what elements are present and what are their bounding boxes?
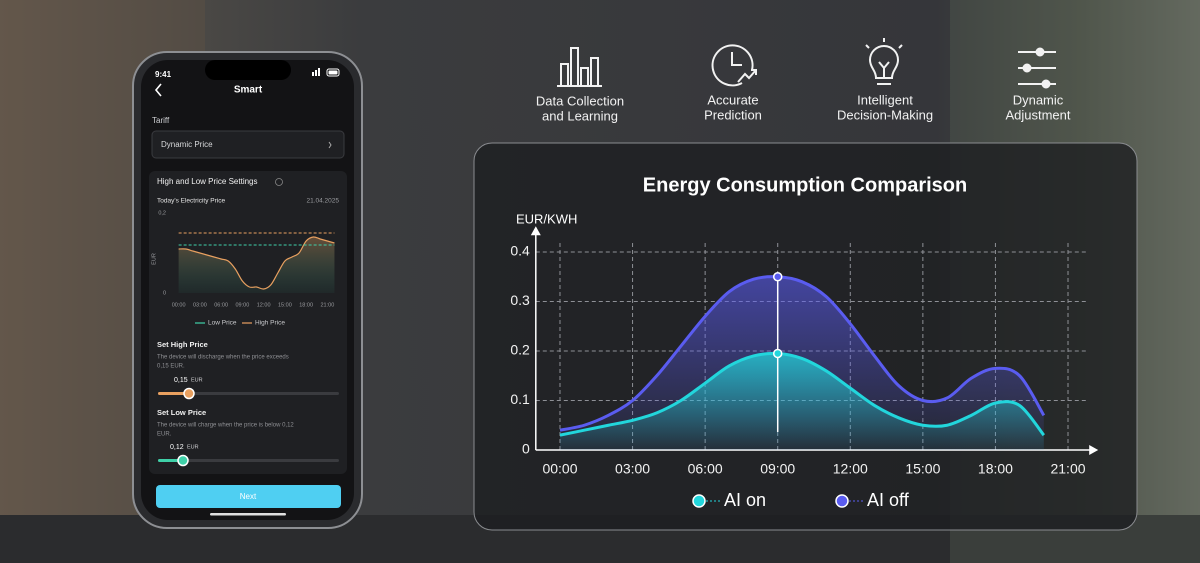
y-tick-label: 0.4: [510, 243, 530, 259]
low-value: 0,12: [170, 444, 184, 451]
screen-title: Smart: [234, 85, 263, 96]
x-tick-label: 00:00: [172, 302, 186, 308]
y-tick-label: 0: [163, 290, 166, 296]
status-time: 9:41: [155, 70, 172, 79]
high-unit: EUR: [191, 377, 203, 383]
series-line: [559, 351, 1046, 437]
x-tick-label: 09:00: [760, 461, 795, 477]
low-title: Set Low Price: [157, 408, 206, 417]
series-line: [559, 275, 1046, 432]
legend-label: AI on: [724, 490, 766, 510]
legend-label: Low Price: [208, 320, 237, 327]
settings-title: High and Low Price Settings: [157, 177, 258, 186]
y-tick-label: 0.3: [510, 292, 530, 308]
tariff-select[interactable]: [151, 130, 345, 159]
low-desc: The device will charge when the price is…: [157, 423, 294, 429]
legend-label: High Price: [255, 320, 285, 327]
next-button-label: Next: [240, 492, 257, 501]
next-button[interactable]: [156, 485, 341, 508]
price-chart-title: Today's Electricity Price: [157, 198, 225, 205]
x-tick-label: 18:00: [299, 302, 313, 308]
high-desc: 0,15 EUR.: [157, 364, 185, 370]
icon-bars: [557, 47, 602, 87]
highlight-point: [772, 348, 783, 359]
highlight-point: [772, 272, 783, 282]
y-tick-label: 0.1: [510, 391, 530, 407]
main-chart: 0 0.1 0.2 0.3 0.4 00:00 03:00 06:00 09:00 12:00 15…: [510, 226, 1099, 510]
price-line: [178, 236, 335, 290]
tariff-value: Dynamic Price: [161, 140, 213, 149]
home-indicator: [210, 513, 286, 516]
x-tick-label: 18:00: [978, 461, 1013, 477]
legend-swatch: [835, 494, 849, 508]
feature-label: Adjustment: [1005, 107, 1070, 122]
price-y-label: EUR: [151, 253, 157, 265]
x-tick-label: 09:00: [235, 302, 249, 308]
price-area: [178, 236, 335, 293]
y-tick-label: 0,2: [158, 210, 166, 216]
help-icon[interactable]: [275, 178, 283, 186]
feature-label: Intelligent: [857, 92, 913, 107]
feature-label: and Learning: [542, 108, 618, 123]
low-slider-track: [158, 459, 339, 462]
high-title: Set High Price: [157, 340, 208, 349]
y-tick-label: 0: [522, 441, 530, 457]
icon-sliders: [1018, 47, 1056, 89]
low-slider-thumb[interactable]: [177, 454, 189, 467]
low-unit: EUR: [187, 444, 199, 450]
back-button[interactable]: [154, 83, 162, 97]
phone-notch: [205, 60, 291, 80]
date: 21.04.2025: [306, 198, 339, 205]
icon-clock: [711, 44, 757, 87]
x-tick-label: 06:00: [214, 302, 228, 308]
x-tick-label: 21:00: [320, 302, 334, 308]
x-tick-label: 03:00: [615, 461, 650, 477]
x-tick-label: 00:00: [542, 461, 577, 477]
high-value: 0,15: [174, 377, 188, 384]
x-tick-label: 06:00: [688, 461, 723, 477]
chevron: [328, 141, 332, 149]
high-desc: The device will discharge when the price…: [157, 355, 289, 361]
feature-label: Decision-Making: [837, 107, 933, 122]
status-icons: [312, 68, 340, 77]
legend-label: AI off: [867, 490, 910, 510]
x-tick-label: 12:00: [257, 302, 271, 308]
tariff-label: Tariff: [152, 116, 170, 125]
feature-icons: [557, 38, 1056, 89]
x-tick-label: 12:00: [833, 461, 868, 477]
legend-swatch: [692, 494, 706, 508]
x-tick-label: 21:00: [1050, 461, 1085, 477]
feature-label: Accurate: [707, 92, 758, 107]
high-slider-track: [158, 392, 339, 395]
high-slider-fill: [158, 392, 189, 395]
x-tick-label: 15:00: [278, 302, 292, 308]
y-axis-arrow: [530, 226, 541, 236]
chart-title: Energy Consumption Comparison: [643, 174, 967, 196]
feature-label: Prediction: [704, 107, 762, 122]
x-tick-label: 03:00: [193, 302, 207, 308]
feature-label: Data Collection: [536, 93, 624, 108]
low-slider-fill: [158, 459, 183, 462]
phone-chart: 0 0,2 00:00 03:00 06:00 09:00 12:00 15:00 18:00 2…: [158, 210, 335, 327]
x-axis-arrow: [1089, 445, 1099, 455]
feature-label: Dynamic: [1013, 92, 1064, 107]
feature-labels: Data Collection and Learning Accurate Pr…: [536, 92, 1071, 123]
low-desc: EUR.: [157, 432, 172, 438]
high-slider-thumb[interactable]: [183, 387, 195, 400]
y-tick-label: 0.2: [510, 342, 530, 358]
icon-bulb: [865, 38, 903, 85]
y-axis-label: EUR/KWH: [516, 211, 577, 226]
x-tick-label: 15:00: [905, 461, 940, 477]
